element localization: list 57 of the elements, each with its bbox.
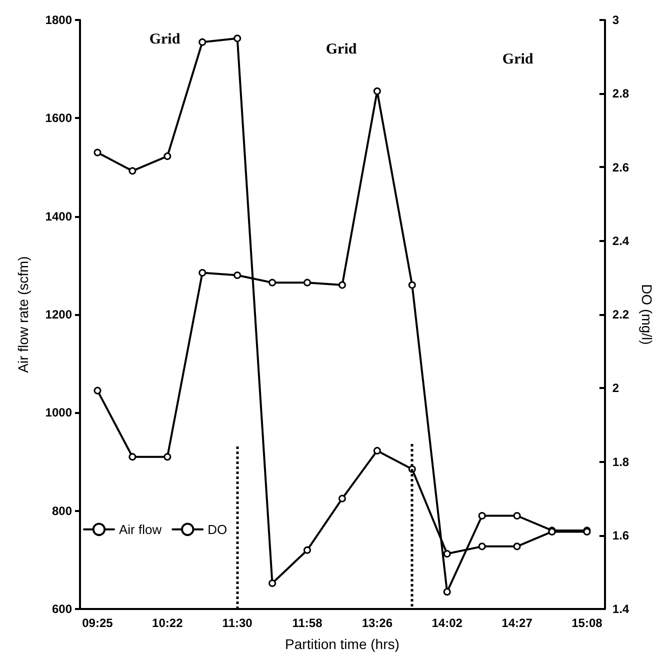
y2-tick-label: 1.4 bbox=[612, 602, 630, 616]
x-tick-label: 14:02 bbox=[432, 616, 463, 630]
y2-axis-title: DO (mg/l) bbox=[639, 284, 655, 345]
point bbox=[304, 278, 311, 286]
y-tick-label: 600 bbox=[52, 602, 72, 616]
legend-label: DO bbox=[208, 522, 228, 537]
y-tick-label: 1800 bbox=[45, 13, 72, 27]
y-tick-label: 1000 bbox=[45, 406, 72, 420]
point bbox=[513, 542, 521, 550]
point bbox=[443, 588, 451, 596]
x-axis-title: Partition time (hrs) bbox=[285, 636, 400, 652]
point bbox=[164, 152, 172, 160]
x-tick-label: 09:25 bbox=[82, 616, 114, 630]
y-tick-label: 1200 bbox=[45, 308, 72, 322]
point bbox=[94, 148, 102, 156]
point bbox=[128, 167, 136, 175]
annotation: Grid bbox=[149, 32, 181, 48]
y2-tick-label: 1.8 bbox=[612, 454, 630, 469]
point bbox=[513, 512, 521, 520]
point bbox=[268, 579, 276, 587]
point bbox=[234, 271, 242, 279]
point bbox=[304, 546, 311, 554]
y2-tick-label: 2.4 bbox=[612, 234, 630, 248]
point bbox=[443, 550, 451, 558]
point bbox=[164, 453, 172, 461]
y2-tick-label: 2.6 bbox=[612, 160, 630, 174]
point bbox=[234, 34, 242, 42]
x-tick-label: 11:30 bbox=[222, 616, 253, 630]
point bbox=[198, 38, 206, 46]
y-tick-label: 1600 bbox=[45, 111, 72, 126]
point bbox=[338, 494, 346, 502]
x-tick-label: 10:22 bbox=[152, 616, 184, 630]
point bbox=[94, 386, 102, 394]
y2-tick-label: 1.6 bbox=[612, 528, 630, 542]
legend-label: Air flow bbox=[119, 522, 162, 537]
y-tick-label: 800 bbox=[52, 504, 72, 518]
annotation: Grid bbox=[326, 42, 358, 58]
point bbox=[478, 542, 486, 550]
point bbox=[408, 281, 416, 289]
x-tick-label: 15:08 bbox=[572, 616, 603, 630]
x-tick-label: 13:26 bbox=[362, 616, 393, 630]
point bbox=[128, 453, 136, 461]
point bbox=[198, 269, 206, 277]
y-tick-label: 1400 bbox=[45, 209, 72, 224]
point bbox=[268, 278, 276, 286]
y2-tick-label: 2 bbox=[612, 381, 620, 396]
point bbox=[338, 281, 346, 289]
y2-tick-label: 2.8 bbox=[612, 86, 630, 101]
annotation: Grid bbox=[502, 52, 534, 68]
y2-tick-label: 2.2 bbox=[612, 308, 630, 322]
x-tick-label: 14:27 bbox=[502, 616, 533, 630]
point bbox=[373, 446, 381, 454]
x-tick-label: 11:58 bbox=[292, 616, 323, 630]
point bbox=[373, 87, 381, 95]
y-axis-title: Air flow rate (scfm) bbox=[15, 256, 31, 373]
y2-tick-label: 3 bbox=[612, 13, 620, 27]
point bbox=[478, 512, 486, 520]
